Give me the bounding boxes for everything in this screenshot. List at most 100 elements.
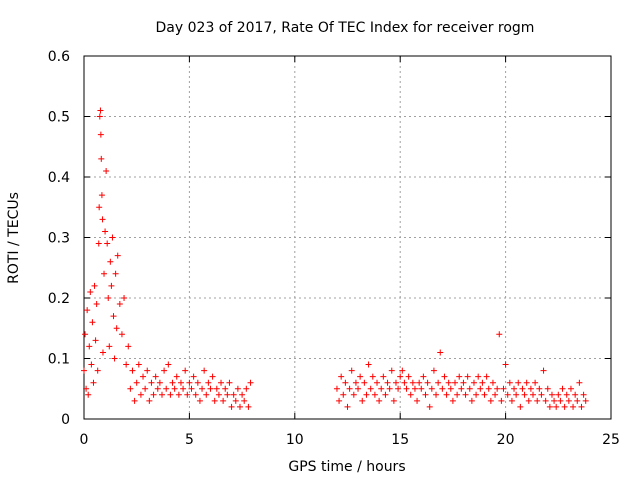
data-point <box>574 397 581 404</box>
data-point <box>544 385 551 392</box>
data-point <box>551 397 558 404</box>
data-point <box>190 373 197 380</box>
data-point <box>173 373 180 380</box>
data-point <box>342 379 349 386</box>
plot-frame <box>83 55 612 420</box>
data-point <box>405 373 412 380</box>
data-point <box>116 301 123 308</box>
data-point <box>420 373 427 380</box>
data-point <box>403 385 410 392</box>
data-point <box>123 361 130 368</box>
data-point <box>475 373 482 380</box>
y-tick-label: 0.2 <box>48 291 70 307</box>
data-point <box>165 361 172 368</box>
data-point <box>218 379 225 386</box>
data-point <box>102 228 109 235</box>
data-point <box>108 282 115 289</box>
data-point <box>338 373 345 380</box>
data-point <box>496 331 503 338</box>
data-point <box>430 367 437 374</box>
data-point <box>85 391 92 398</box>
data-point <box>399 367 406 374</box>
data-point <box>525 397 532 404</box>
data-point <box>213 385 220 392</box>
data-point <box>156 379 163 386</box>
data-point <box>96 113 103 120</box>
data-point <box>104 240 111 247</box>
data-point <box>344 403 351 410</box>
data-point <box>336 397 343 404</box>
data-point <box>222 385 229 392</box>
data-point <box>452 379 459 386</box>
data-point <box>188 385 195 392</box>
data-point <box>557 397 564 404</box>
data-point <box>194 379 201 386</box>
data-point <box>542 397 549 404</box>
data-point <box>422 391 429 398</box>
data-point <box>96 204 103 211</box>
data-point <box>112 270 119 277</box>
data-point <box>163 385 170 392</box>
data-point <box>416 379 423 386</box>
data-point <box>201 367 208 374</box>
data-point <box>376 397 383 404</box>
x-tick-label: 5 <box>185 432 194 448</box>
data-point <box>89 319 96 326</box>
data-point <box>99 349 106 356</box>
data-point <box>397 373 404 380</box>
data-point <box>548 391 555 398</box>
data-point <box>565 397 572 404</box>
y-tick-label: 0.6 <box>48 49 70 65</box>
data-point <box>121 295 128 301</box>
data-point <box>361 379 368 386</box>
data-point <box>530 391 537 398</box>
data-point <box>582 397 589 404</box>
data-point <box>418 385 425 392</box>
data-point <box>580 391 587 398</box>
data-point <box>374 379 381 386</box>
data-point <box>135 361 142 368</box>
data-point <box>492 391 499 398</box>
data-point <box>142 385 149 392</box>
data-point <box>369 373 376 380</box>
data-point <box>462 391 469 398</box>
data-point <box>437 349 444 356</box>
data-point <box>570 403 577 410</box>
data-point <box>439 385 446 392</box>
data-point <box>504 391 511 398</box>
data-point <box>87 288 94 295</box>
data-point <box>230 391 237 398</box>
data-point <box>196 397 203 404</box>
data-point <box>101 270 108 277</box>
data-point <box>498 397 505 404</box>
data-point <box>83 385 90 392</box>
data-point <box>184 391 191 398</box>
data-point <box>226 379 233 386</box>
data-point <box>508 397 515 404</box>
data-point <box>380 373 387 380</box>
data-point <box>401 379 408 386</box>
grid <box>84 56 611 419</box>
data-point <box>82 331 89 338</box>
data-point <box>137 391 144 398</box>
data-point <box>485 385 492 392</box>
data-point <box>357 373 364 380</box>
data-point <box>487 397 494 404</box>
data-point <box>409 379 416 386</box>
data-point <box>515 379 522 386</box>
data-point <box>395 385 402 392</box>
data-point <box>506 379 513 386</box>
data-point <box>572 391 579 398</box>
data-point <box>559 385 566 392</box>
x-tick-label: 25 <box>602 432 620 448</box>
data-point <box>355 385 362 392</box>
data-point <box>454 391 461 398</box>
data-point <box>245 403 252 410</box>
data-point <box>199 385 206 392</box>
data-point <box>447 385 454 392</box>
data-point <box>107 258 114 265</box>
data-point <box>234 385 241 392</box>
x-axis-label: GPS time / hours <box>288 459 405 475</box>
data-point <box>94 367 101 374</box>
